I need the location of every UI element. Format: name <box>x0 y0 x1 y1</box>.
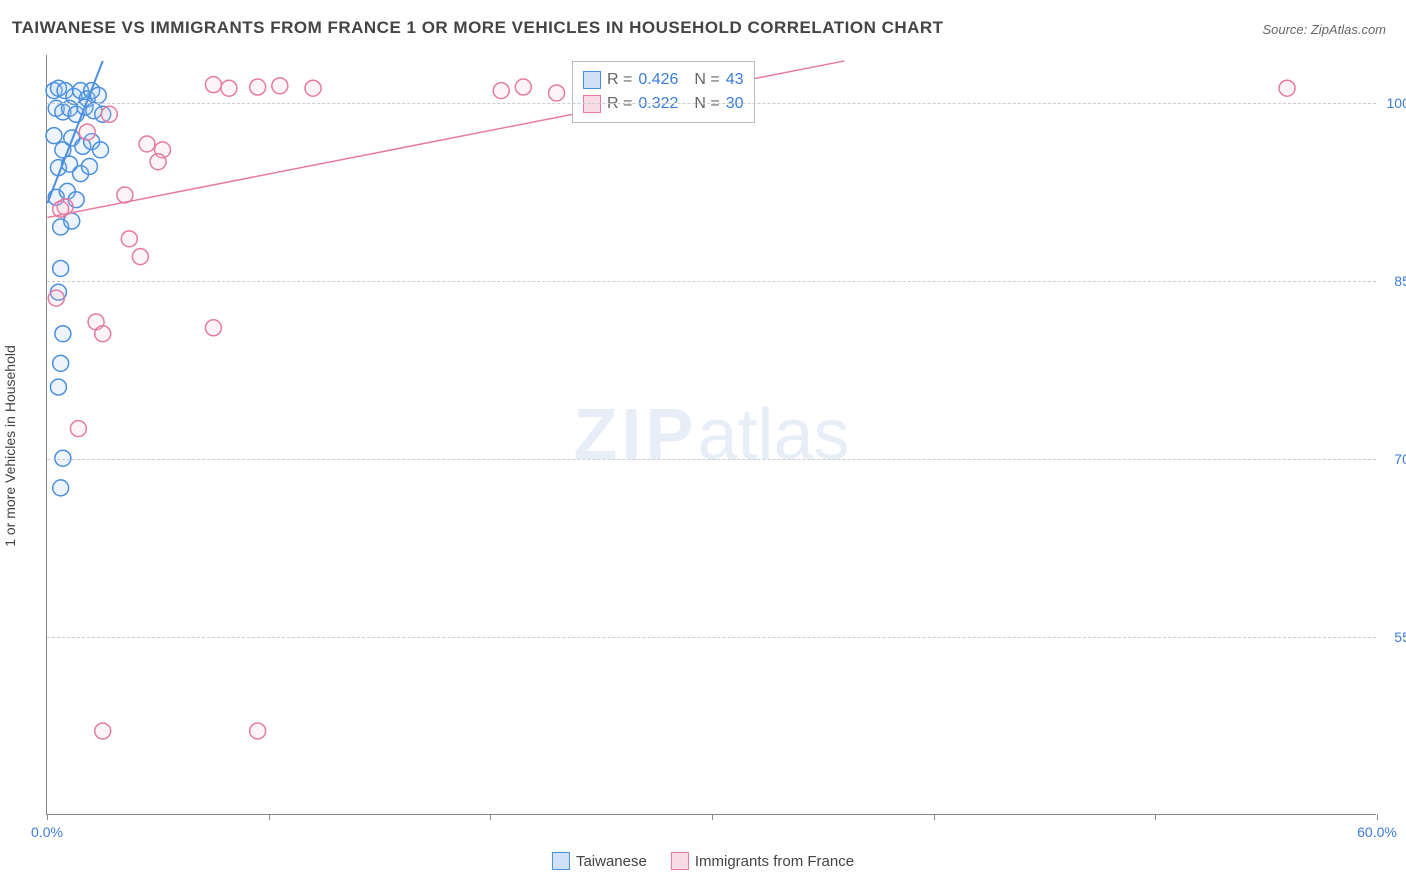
scatter-point <box>221 80 237 96</box>
scatter-point <box>515 79 531 95</box>
scatter-point <box>95 723 111 739</box>
scatter-point <box>90 87 106 103</box>
y-tick-label: 85.0% <box>1384 273 1406 289</box>
scatter-point <box>55 326 71 342</box>
y-tick-label: 70.0% <box>1384 451 1406 467</box>
r-label: R = <box>607 92 632 116</box>
gridline <box>47 281 1376 282</box>
x-tick-label: 60.0% <box>1357 824 1397 840</box>
scatter-point <box>139 136 155 152</box>
legend-label: Taiwanese <box>576 853 647 870</box>
x-tick <box>269 814 270 820</box>
stats-row: R =0.426 N = 43 <box>583 68 744 92</box>
x-tick <box>1155 814 1156 820</box>
scatter-point <box>70 421 86 437</box>
scatter-point <box>93 142 109 158</box>
scatter-point <box>493 83 509 99</box>
scatter-point <box>121 231 137 247</box>
n-value: 43 <box>726 68 744 92</box>
legend-swatch <box>583 95 601 113</box>
scatter-point <box>50 379 66 395</box>
bottom-legend: Taiwanese Immigrants from France <box>552 852 854 870</box>
legend-label: Immigrants from France <box>695 853 854 870</box>
y-axis-label: 1 or more Vehicles in Household <box>2 345 18 547</box>
scatter-point <box>53 260 69 276</box>
plot-svg <box>47 55 1376 814</box>
source-attribution: Source: ZipAtlas.com <box>1262 22 1386 37</box>
r-value: 0.322 <box>638 92 678 116</box>
legend-swatch <box>583 71 601 89</box>
x-tick-label: 0.0% <box>31 824 63 840</box>
legend-item: Taiwanese <box>552 852 647 870</box>
chart-container: TAIWANESE VS IMMIGRANTS FROM FRANCE 1 OR… <box>0 0 1406 892</box>
stats-box: R =0.426 N = 43 R =0.322 N = 30 <box>572 61 755 123</box>
scatter-point <box>48 290 64 306</box>
scatter-point <box>95 326 111 342</box>
scatter-point <box>205 77 221 93</box>
scatter-point <box>101 106 117 122</box>
legend-item: Immigrants from France <box>671 852 854 870</box>
x-tick <box>934 814 935 820</box>
scatter-point <box>1279 80 1295 96</box>
r-value: 0.426 <box>638 68 678 92</box>
scatter-point <box>272 78 288 94</box>
scatter-point <box>132 249 148 265</box>
plot-area: ZIPatlas R =0.426N =43R =0.322N =30 55.0… <box>46 55 1376 815</box>
scatter-point <box>205 320 221 336</box>
x-tick <box>47 814 48 820</box>
n-label: N = <box>694 68 719 92</box>
scatter-point <box>46 128 62 144</box>
y-tick-label: 55.0% <box>1384 629 1406 645</box>
scatter-point <box>150 154 166 170</box>
n-label: N = <box>694 92 719 116</box>
x-tick <box>490 814 491 820</box>
scatter-point <box>53 480 69 496</box>
legend-swatch <box>671 852 689 870</box>
x-tick <box>1377 814 1378 820</box>
gridline <box>47 637 1376 638</box>
x-tick <box>712 814 713 820</box>
r-label: R = <box>607 68 632 92</box>
y-tick-label: 100.0% <box>1384 95 1406 111</box>
scatter-point <box>79 124 95 140</box>
chart-title: TAIWANESE VS IMMIGRANTS FROM FRANCE 1 OR… <box>12 18 944 38</box>
scatter-point <box>81 158 97 174</box>
scatter-point <box>250 723 266 739</box>
n-value: 30 <box>726 92 744 116</box>
gridline <box>47 103 1376 104</box>
scatter-point <box>250 79 266 95</box>
scatter-point <box>549 85 565 101</box>
scatter-point <box>305 80 321 96</box>
gridline <box>47 459 1376 460</box>
stats-row: R =0.322 N = 30 <box>583 92 744 116</box>
legend-swatch <box>552 852 570 870</box>
scatter-point <box>53 355 69 371</box>
